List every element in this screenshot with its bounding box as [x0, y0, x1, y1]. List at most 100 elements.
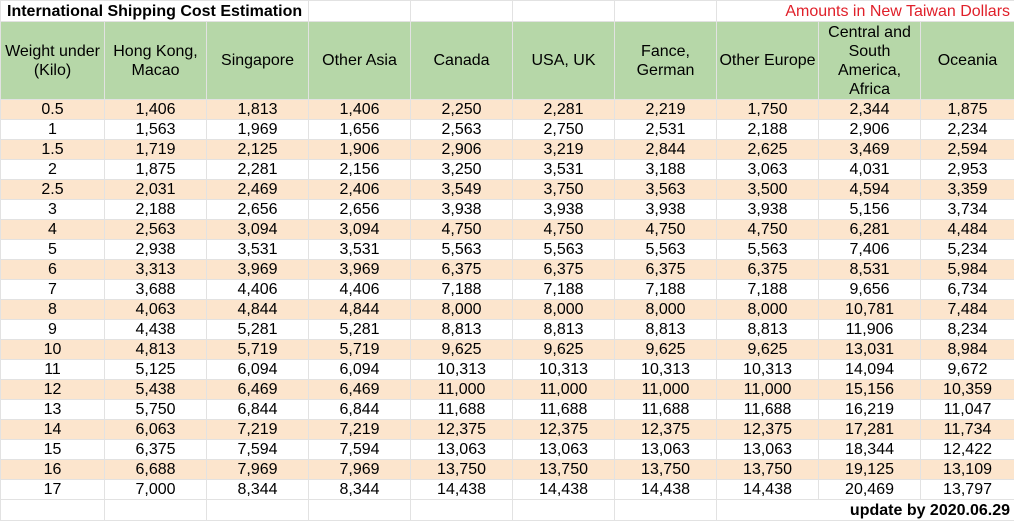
cost-cell[interactable]: 2,469 — [207, 180, 309, 200]
cost-cell[interactable]: 2,188 — [717, 120, 819, 140]
cost-cell[interactable]: 5,563 — [411, 240, 513, 260]
cost-cell[interactable]: 3,563 — [615, 180, 717, 200]
cost-cell[interactable]: 4,750 — [717, 220, 819, 240]
cost-cell[interactable]: 8,813 — [513, 320, 615, 340]
weight-cell[interactable]: 1 — [1, 120, 105, 140]
cost-cell[interactable]: 9,625 — [717, 340, 819, 360]
weight-cell[interactable]: 12 — [1, 380, 105, 400]
cost-cell[interactable]: 13,063 — [615, 440, 717, 460]
cost-cell[interactable]: 14,438 — [615, 480, 717, 500]
empty-cell[interactable] — [513, 1, 615, 22]
cost-cell[interactable]: 4,813 — [105, 340, 207, 360]
cost-cell[interactable]: 10,781 — [819, 300, 921, 320]
cost-cell[interactable]: 7,406 — [819, 240, 921, 260]
cost-cell[interactable]: 7,219 — [309, 420, 411, 440]
column-header[interactable]: Other Asia — [309, 22, 411, 100]
cost-cell[interactable]: 2,656 — [309, 200, 411, 220]
empty-cell[interactable] — [513, 500, 615, 521]
empty-cell[interactable] — [1, 500, 105, 521]
cost-cell[interactable]: 5,438 — [105, 380, 207, 400]
cost-cell[interactable]: 11,734 — [921, 420, 1014, 440]
cost-cell[interactable]: 14,094 — [819, 360, 921, 380]
cost-cell[interactable]: 12,375 — [615, 420, 717, 440]
cost-cell[interactable]: 7,000 — [105, 480, 207, 500]
cost-cell[interactable]: 9,625 — [513, 340, 615, 360]
cost-cell[interactable]: 6,375 — [411, 260, 513, 280]
cost-cell[interactable]: 6,375 — [717, 260, 819, 280]
cost-cell[interactable]: 6,281 — [819, 220, 921, 240]
cost-cell[interactable]: 4,750 — [411, 220, 513, 240]
cost-cell[interactable]: 11,688 — [513, 400, 615, 420]
cost-cell[interactable]: 8,000 — [411, 300, 513, 320]
cost-cell[interactable]: 1,969 — [207, 120, 309, 140]
cost-cell[interactable]: 3,094 — [207, 220, 309, 240]
cost-cell[interactable]: 9,625 — [615, 340, 717, 360]
cost-cell[interactable]: 3,688 — [105, 280, 207, 300]
weight-cell[interactable]: 1.5 — [1, 140, 105, 160]
cost-cell[interactable]: 3,734 — [921, 200, 1014, 220]
weight-cell[interactable]: 3 — [1, 200, 105, 220]
cost-cell[interactable]: 13,750 — [411, 460, 513, 480]
cost-cell[interactable]: 2,953 — [921, 160, 1014, 180]
cost-cell[interactable]: 5,750 — [105, 400, 207, 420]
cost-cell[interactable]: 13,063 — [513, 440, 615, 460]
cost-cell[interactable]: 4,750 — [615, 220, 717, 240]
cost-cell[interactable]: 11,000 — [513, 380, 615, 400]
cost-cell[interactable]: 8,000 — [717, 300, 819, 320]
weight-cell[interactable]: 17 — [1, 480, 105, 500]
cost-cell[interactable]: 8,344 — [207, 480, 309, 500]
cost-cell[interactable]: 18,344 — [819, 440, 921, 460]
cost-cell[interactable]: 6,094 — [207, 360, 309, 380]
column-header[interactable]: USA, UK — [513, 22, 615, 100]
cost-cell[interactable]: 7,484 — [921, 300, 1014, 320]
column-header[interactable]: Central and South America, Africa — [819, 22, 921, 100]
empty-cell[interactable] — [411, 500, 513, 521]
weight-cell[interactable]: 2 — [1, 160, 105, 180]
cost-cell[interactable]: 6,688 — [105, 460, 207, 480]
cost-cell[interactable]: 2,906 — [411, 140, 513, 160]
weight-cell[interactable]: 16 — [1, 460, 105, 480]
cost-cell[interactable]: 2,594 — [921, 140, 1014, 160]
cost-cell[interactable]: 8,234 — [921, 320, 1014, 340]
cost-cell[interactable]: 4,438 — [105, 320, 207, 340]
cost-cell[interactable]: 1,813 — [207, 100, 309, 120]
cost-cell[interactable]: 4,406 — [207, 280, 309, 300]
cost-cell[interactable]: 2,125 — [207, 140, 309, 160]
cost-cell[interactable]: 7,594 — [207, 440, 309, 460]
cost-cell[interactable]: 1,750 — [717, 100, 819, 120]
cost-cell[interactable]: 2,656 — [207, 200, 309, 220]
cost-cell[interactable]: 4,406 — [309, 280, 411, 300]
cost-cell[interactable]: 2,563 — [411, 120, 513, 140]
cost-cell[interactable]: 8,000 — [615, 300, 717, 320]
cost-cell[interactable]: 7,594 — [309, 440, 411, 460]
cost-cell[interactable]: 13,109 — [921, 460, 1014, 480]
cost-cell[interactable]: 6,375 — [105, 440, 207, 460]
cost-cell[interactable]: 19,125 — [819, 460, 921, 480]
cost-cell[interactable]: 3,938 — [717, 200, 819, 220]
cost-cell[interactable]: 10,313 — [717, 360, 819, 380]
cost-cell[interactable]: 16,219 — [819, 400, 921, 420]
weight-cell[interactable]: 9 — [1, 320, 105, 340]
cost-cell[interactable]: 8,344 — [309, 480, 411, 500]
cost-cell[interactable]: 3,938 — [513, 200, 615, 220]
empty-cell[interactable] — [105, 500, 207, 521]
cost-cell[interactable]: 14,438 — [717, 480, 819, 500]
cost-cell[interactable]: 3,250 — [411, 160, 513, 180]
cost-cell[interactable]: 2,344 — [819, 100, 921, 120]
cost-cell[interactable]: 10,313 — [615, 360, 717, 380]
weight-cell[interactable]: 5 — [1, 240, 105, 260]
cost-cell[interactable]: 1,719 — [105, 140, 207, 160]
cost-cell[interactable]: 7,969 — [309, 460, 411, 480]
cost-cell[interactable]: 5,156 — [819, 200, 921, 220]
weight-cell[interactable]: 2.5 — [1, 180, 105, 200]
cost-cell[interactable]: 3,188 — [615, 160, 717, 180]
cost-cell[interactable]: 4,063 — [105, 300, 207, 320]
cost-cell[interactable]: 5,984 — [921, 260, 1014, 280]
cost-cell[interactable]: 2,234 — [921, 120, 1014, 140]
cost-cell[interactable]: 2,844 — [615, 140, 717, 160]
cost-cell[interactable]: 4,484 — [921, 220, 1014, 240]
cost-cell[interactable]: 3,938 — [411, 200, 513, 220]
cost-cell[interactable]: 12,375 — [513, 420, 615, 440]
cost-cell[interactable]: 2,031 — [105, 180, 207, 200]
sheet-title[interactable]: International Shipping Cost Estimation — [1, 1, 309, 22]
